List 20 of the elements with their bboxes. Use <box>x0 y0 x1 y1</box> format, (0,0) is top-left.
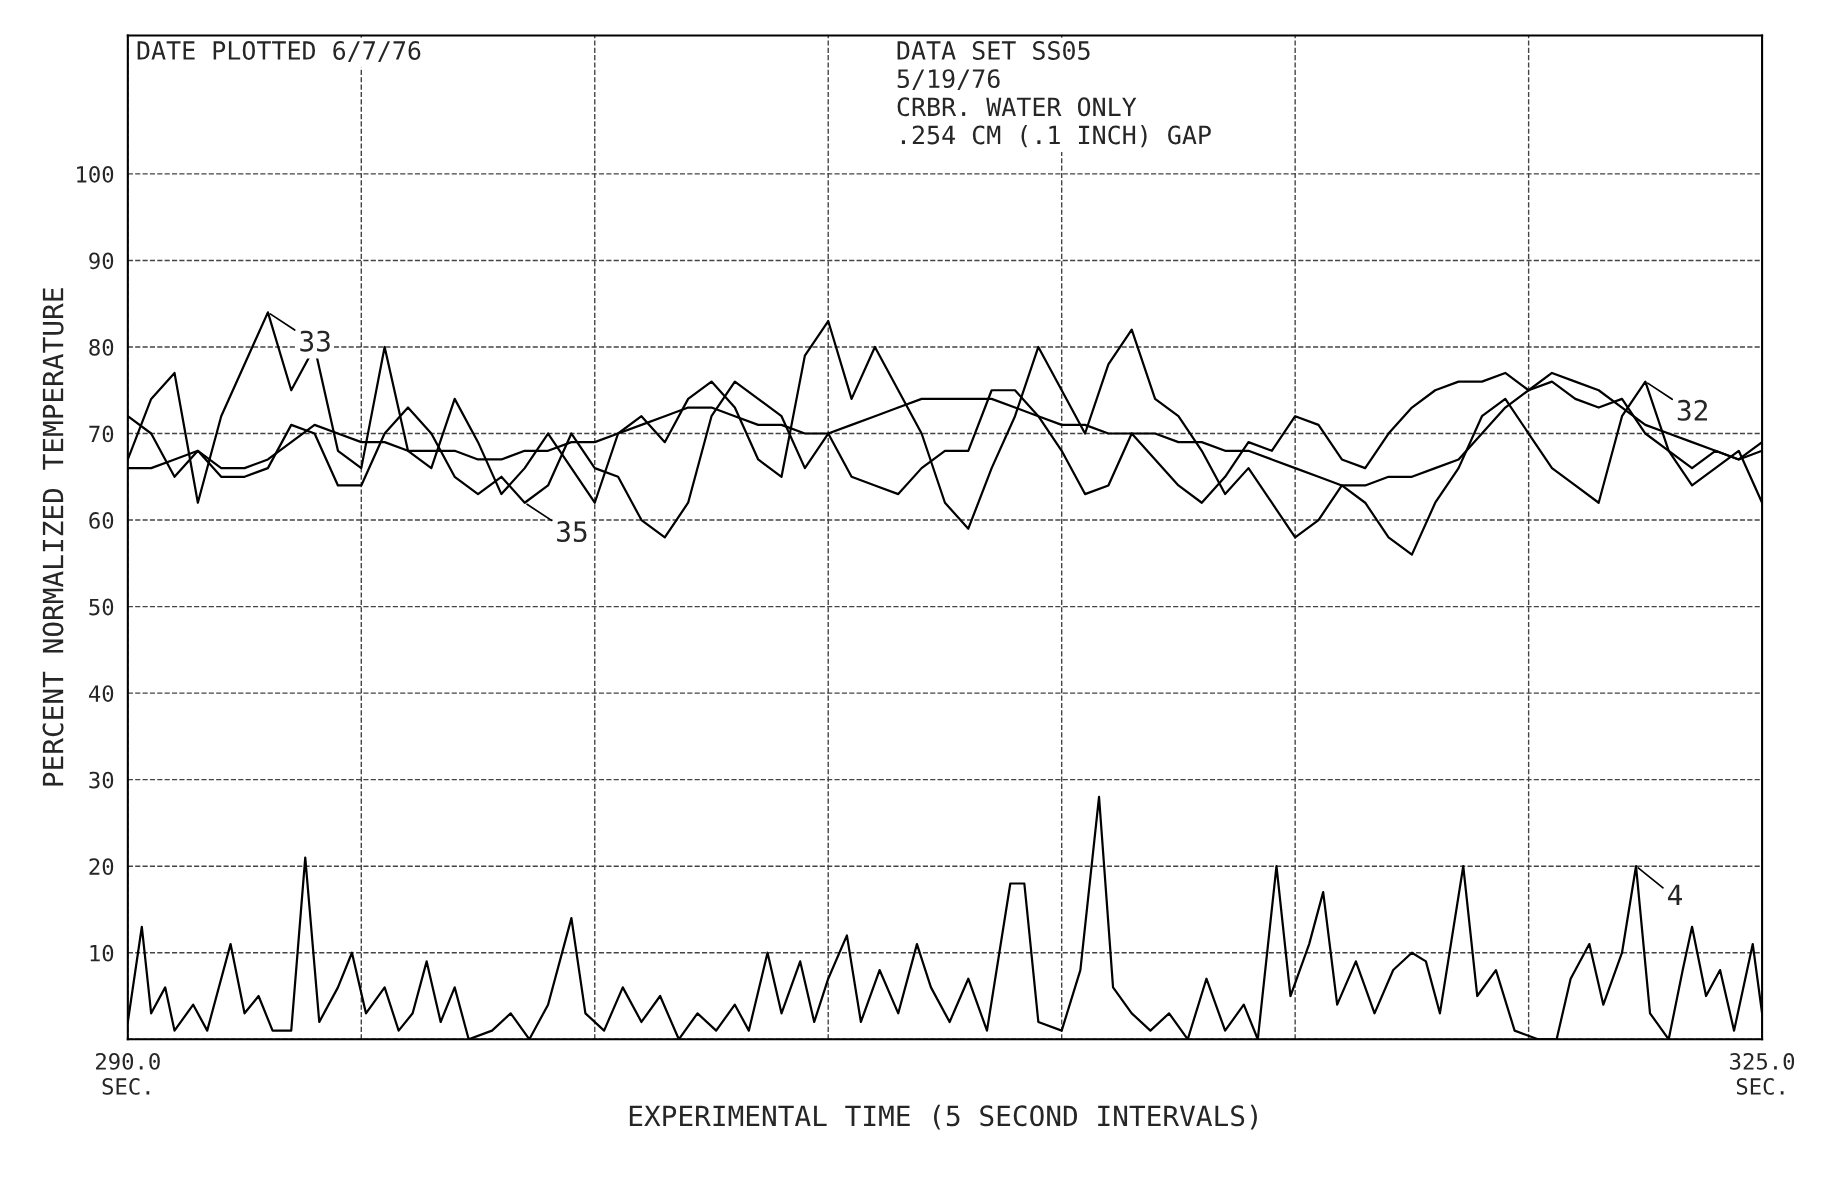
annotation: 32 <box>1677 399 1707 421</box>
x-axis-title: EXPERIMENTAL TIME (5 SECOND INTERVALS) <box>629 1104 1257 1130</box>
x-tick-label: 325.0 SEC. <box>1730 1052 1795 1095</box>
y-axis-title: PERCENT NORMALIZED TEMPERATURE <box>42 288 64 786</box>
y-tick-label: 30 <box>89 771 114 789</box>
y-tick-label: 20 <box>89 858 114 876</box>
annotation: DATE PLOTTED 6/7/76 <box>137 41 421 62</box>
y-tick-label: 70 <box>89 425 114 443</box>
y-tick-label: 60 <box>89 512 114 529</box>
y-tick-label: 90 <box>89 252 114 270</box>
annotation: 33 <box>300 330 330 352</box>
annotation: 35 <box>557 521 587 543</box>
annotation: 4 <box>1667 884 1682 906</box>
x-tick-label: 290.0 SEC. <box>96 1052 160 1095</box>
y-tick-label: 10 <box>90 944 114 962</box>
y-tick-label: 50 <box>89 598 114 616</box>
y-tick-label: 80 <box>89 338 114 356</box>
annotation: DATA SET SS05 5/19/76 CRBR. WATER ONLY .254 CM (.1 INCH) GAP <box>897 41 1211 148</box>
y-tick-label: 100 <box>77 165 114 183</box>
y-tick-label: 40 <box>88 685 114 702</box>
